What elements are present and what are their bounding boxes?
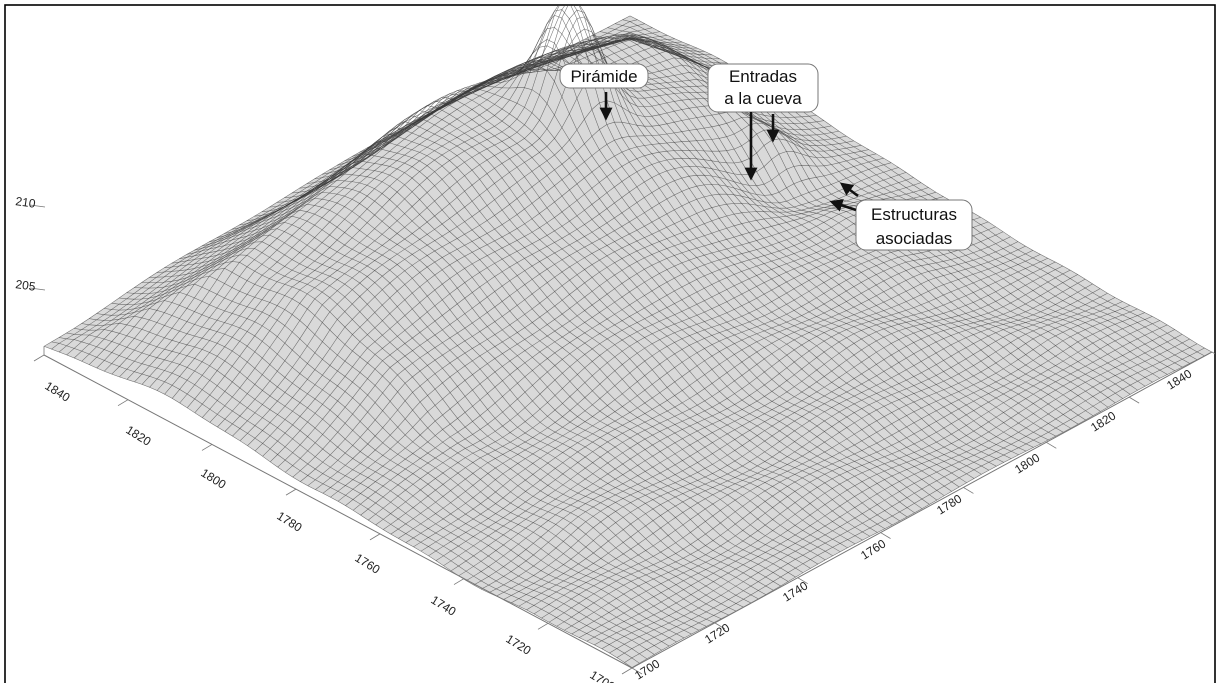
axis-tick-marks bbox=[29, 204, 1215, 675]
annotation-entradas: Entradas a la cueva bbox=[707, 63, 819, 181]
x-left-tick-1840: 1840 bbox=[42, 379, 72, 405]
estructuras-arrow-upper bbox=[839, 182, 859, 198]
x-left-tick-1760: 1760 bbox=[352, 551, 382, 577]
z-axis-tick-205: 205 bbox=[15, 277, 37, 294]
figure-border bbox=[4, 4, 1216, 683]
estructuras-label-line1: Estructuras bbox=[871, 205, 957, 224]
x-left-tick-1820: 1820 bbox=[123, 423, 153, 449]
piramide-label: Pirámide bbox=[570, 67, 637, 86]
annotation-estructuras: Estructuras asociadas bbox=[829, 182, 973, 251]
terrain-surface bbox=[44, 15, 1212, 668]
x-left-tick-1740: 1740 bbox=[428, 593, 458, 619]
x-left-tick-1700: 1700 bbox=[587, 668, 617, 683]
piramide-label-box bbox=[559, 63, 649, 89]
estructuras-label-line2: asociadas bbox=[876, 229, 953, 248]
estructuras-arrow-lower bbox=[829, 199, 857, 212]
entradas-label-line1: Entradas bbox=[729, 67, 797, 86]
estructuras-label-box bbox=[855, 199, 973, 251]
entradas-label-box bbox=[707, 63, 819, 113]
terrain-wireframe-mesh bbox=[43, 5, 1213, 668]
x-left-tick-1780: 1780 bbox=[274, 509, 304, 535]
z-axis-tick-210: 210 bbox=[15, 194, 37, 211]
x-left-tick-1720: 1720 bbox=[503, 632, 533, 658]
annotation-piramide: Pirámide bbox=[559, 63, 649, 121]
x-left-tick-1800: 1800 bbox=[198, 466, 228, 492]
entradas-label-line2: a la cueva bbox=[724, 89, 802, 108]
